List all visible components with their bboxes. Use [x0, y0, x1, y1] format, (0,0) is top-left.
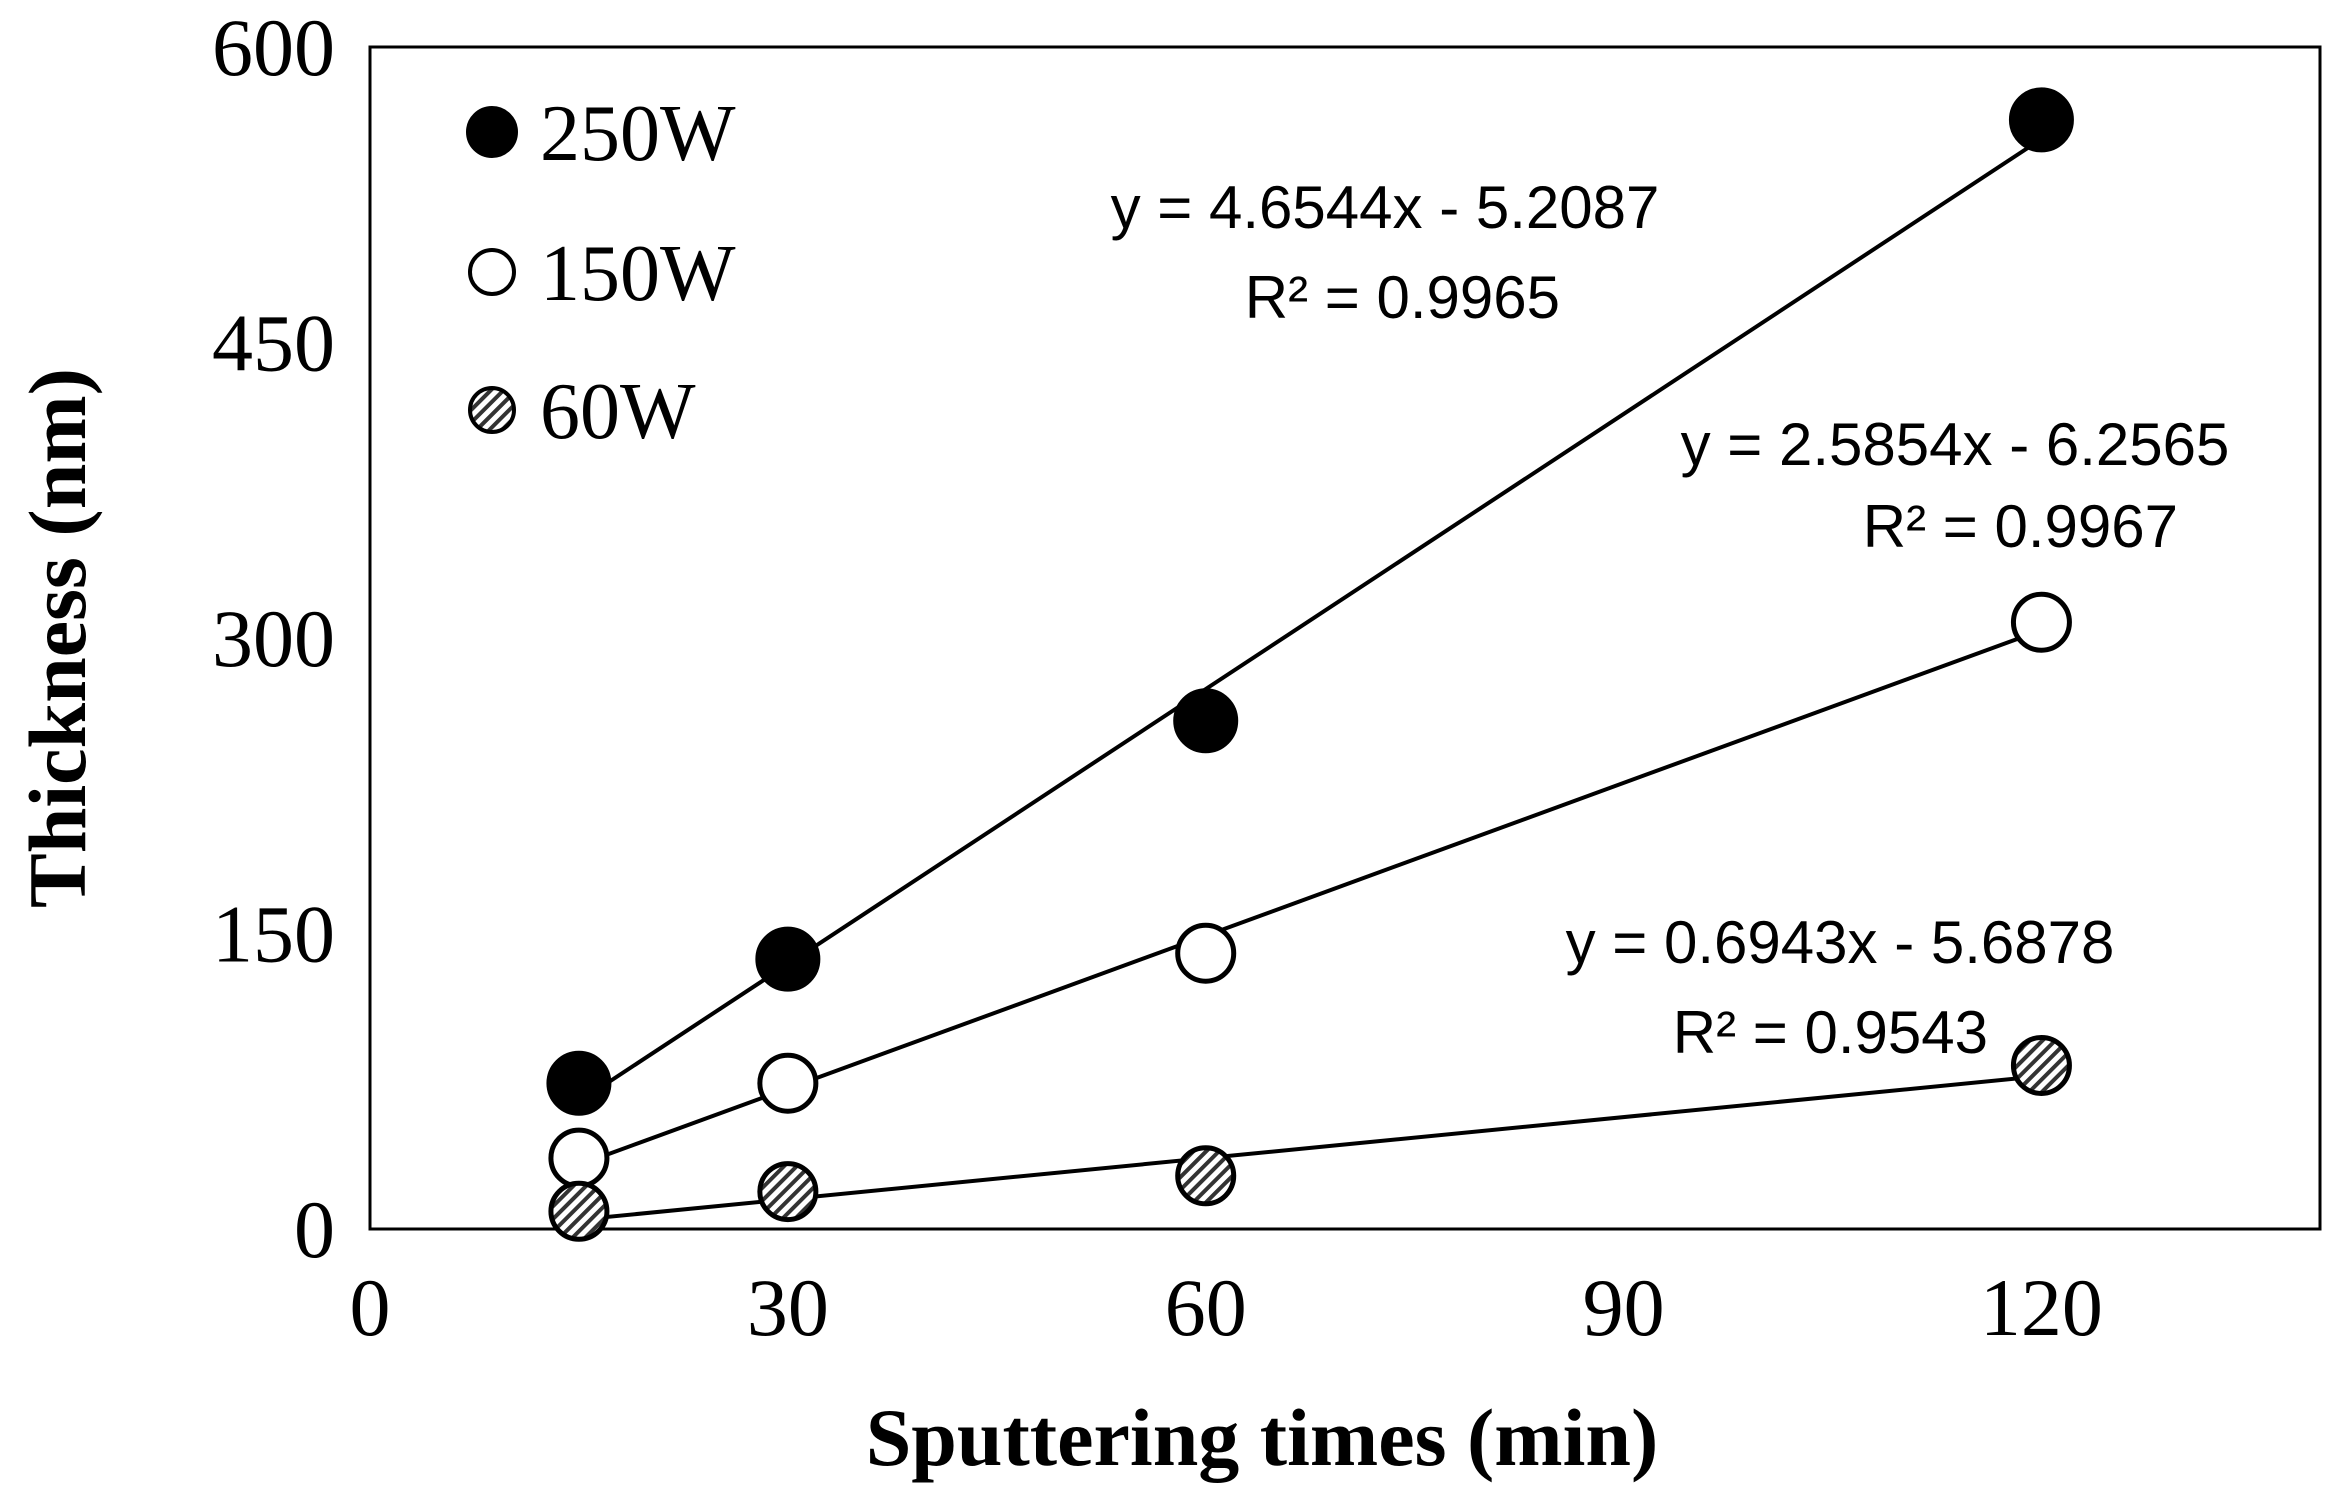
- x-tick-labels: 0 30 60 90 120: [350, 1262, 2103, 1353]
- y-tick-label: 600: [212, 2, 335, 93]
- trendline-150w: [578, 628, 2043, 1167]
- x-tick-label: 120: [1980, 1262, 2103, 1353]
- legend-marker-60w: [468, 386, 516, 434]
- y-tick-label: 150: [212, 889, 335, 980]
- equation-60w: y = 0.6943x - 5.6878: [1566, 909, 2115, 976]
- point-250w: [2008, 87, 2074, 153]
- point-250w: [755, 926, 821, 992]
- y-tick-label: 0: [294, 1184, 335, 1275]
- trendline-60w: [578, 1074, 2042, 1222]
- trendlines: [577, 137, 2043, 1222]
- legend-marker-250w: [466, 106, 518, 158]
- point-150w: [1175, 922, 1237, 984]
- y-axis-title: Thickness (nm): [12, 368, 103, 908]
- x-tick-label: 90: [1583, 1262, 1665, 1353]
- point-60w: [757, 1161, 819, 1223]
- legend-label-60w: 60W: [540, 368, 696, 456]
- point-150w: [757, 1052, 819, 1114]
- equation-250w: y = 4.6544x - 5.2087: [1111, 174, 1660, 241]
- legend: 250W 150W 60W: [466, 90, 736, 456]
- point-60w: [1175, 1145, 1237, 1207]
- r2-60w: R² = 0.9543: [1673, 999, 1988, 1066]
- trendline-250w: [577, 137, 2043, 1104]
- x-tick-label: 30: [747, 1262, 829, 1353]
- y-tick-label: 450: [212, 298, 335, 389]
- equation-150w: y = 2.5854x - 6.2565: [1681, 411, 2230, 478]
- y-tick-label: 300: [212, 593, 335, 684]
- point-250w: [546, 1050, 612, 1116]
- plot-area: [368, 45, 2322, 1231]
- legend-marker-150w: [468, 248, 516, 296]
- r2-150w: R² = 0.9967: [1863, 493, 2178, 560]
- data-points: [546, 87, 2074, 1242]
- point-150w: [2010, 591, 2072, 653]
- r2-250w: R² = 0.9965: [1245, 264, 1560, 331]
- point-250w: [1173, 688, 1239, 754]
- legend-label-150w: 150W: [540, 230, 736, 318]
- point-60w: [2010, 1034, 2072, 1096]
- point-60w: [548, 1180, 610, 1242]
- x-tick-label: 0: [350, 1262, 391, 1353]
- point-150w: [548, 1127, 610, 1189]
- x-tick-label: 60: [1165, 1262, 1247, 1353]
- legend-label-250w: 250W: [540, 90, 736, 178]
- x-axis-title: Sputtering times (min): [866, 1392, 1659, 1483]
- y-tick-labels: 0 150 300 450 600: [212, 2, 335, 1275]
